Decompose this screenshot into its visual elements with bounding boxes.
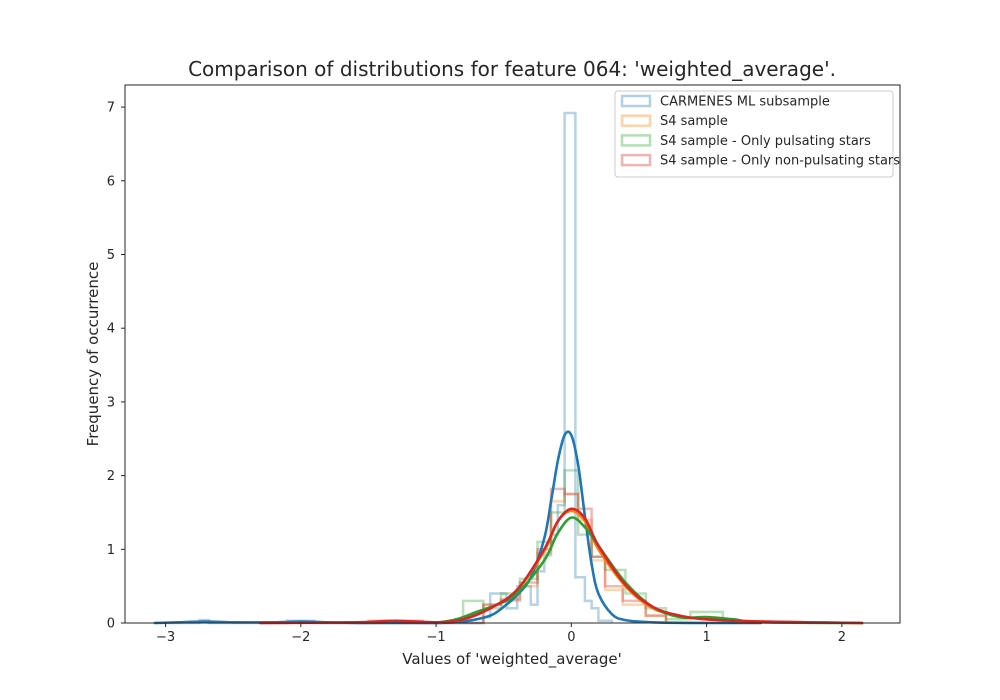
y-tick-label: 6 <box>107 174 115 189</box>
legend-swatch <box>620 94 652 108</box>
y-tick-label: 5 <box>107 248 115 263</box>
y-axis-label: Frequency of occurrence <box>84 262 102 447</box>
x-tick-label: 0 <box>567 630 575 645</box>
histogram-series-1 <box>482 492 668 623</box>
kde-line-series-3 <box>259 507 864 625</box>
axis-ticks: −3 −2 −1 0 1 2 0 1 2 3 4 5 6 7 <box>107 101 846 645</box>
histogram-series-2 <box>461 469 725 623</box>
legend-swatch <box>620 134 652 147</box>
x-tick-label: −1 <box>426 630 445 645</box>
legend: CARMENES ML subsample S4 sample S4 sample … <box>614 90 900 178</box>
plot-frame <box>124 84 901 624</box>
y-tick-label: 1 <box>107 543 115 558</box>
x-axis-label: Values of 'weighted_average' <box>402 650 621 669</box>
y-tick-label: 2 <box>107 469 115 484</box>
x-tick-label: −2 <box>291 630 310 645</box>
y-tick-label: 0 <box>107 617 115 632</box>
x-tick-label: −3 <box>156 630 175 645</box>
kde-line-series-0 <box>153 430 762 625</box>
legend-label: CARMENES ML subsample <box>660 95 830 110</box>
legend-label: S4 sample - Only pulsating stars <box>660 134 871 149</box>
legend-label: S4 sample - Only non-pulsating stars <box>660 154 900 169</box>
y-tick-label: 3 <box>107 395 115 410</box>
y-tick-label: 7 <box>107 101 115 116</box>
x-tick-label: 1 <box>702 630 710 645</box>
legend-swatch <box>620 114 652 127</box>
plot-area <box>153 111 864 625</box>
x-tick-label: 2 <box>838 630 846 645</box>
chart-title: Comparison of distributions for feature … <box>188 57 836 81</box>
legend-swatch <box>620 153 652 167</box>
legend-box <box>614 90 894 178</box>
legend-label: S4 sample <box>660 114 728 129</box>
y-tick-label: 4 <box>107 322 115 337</box>
